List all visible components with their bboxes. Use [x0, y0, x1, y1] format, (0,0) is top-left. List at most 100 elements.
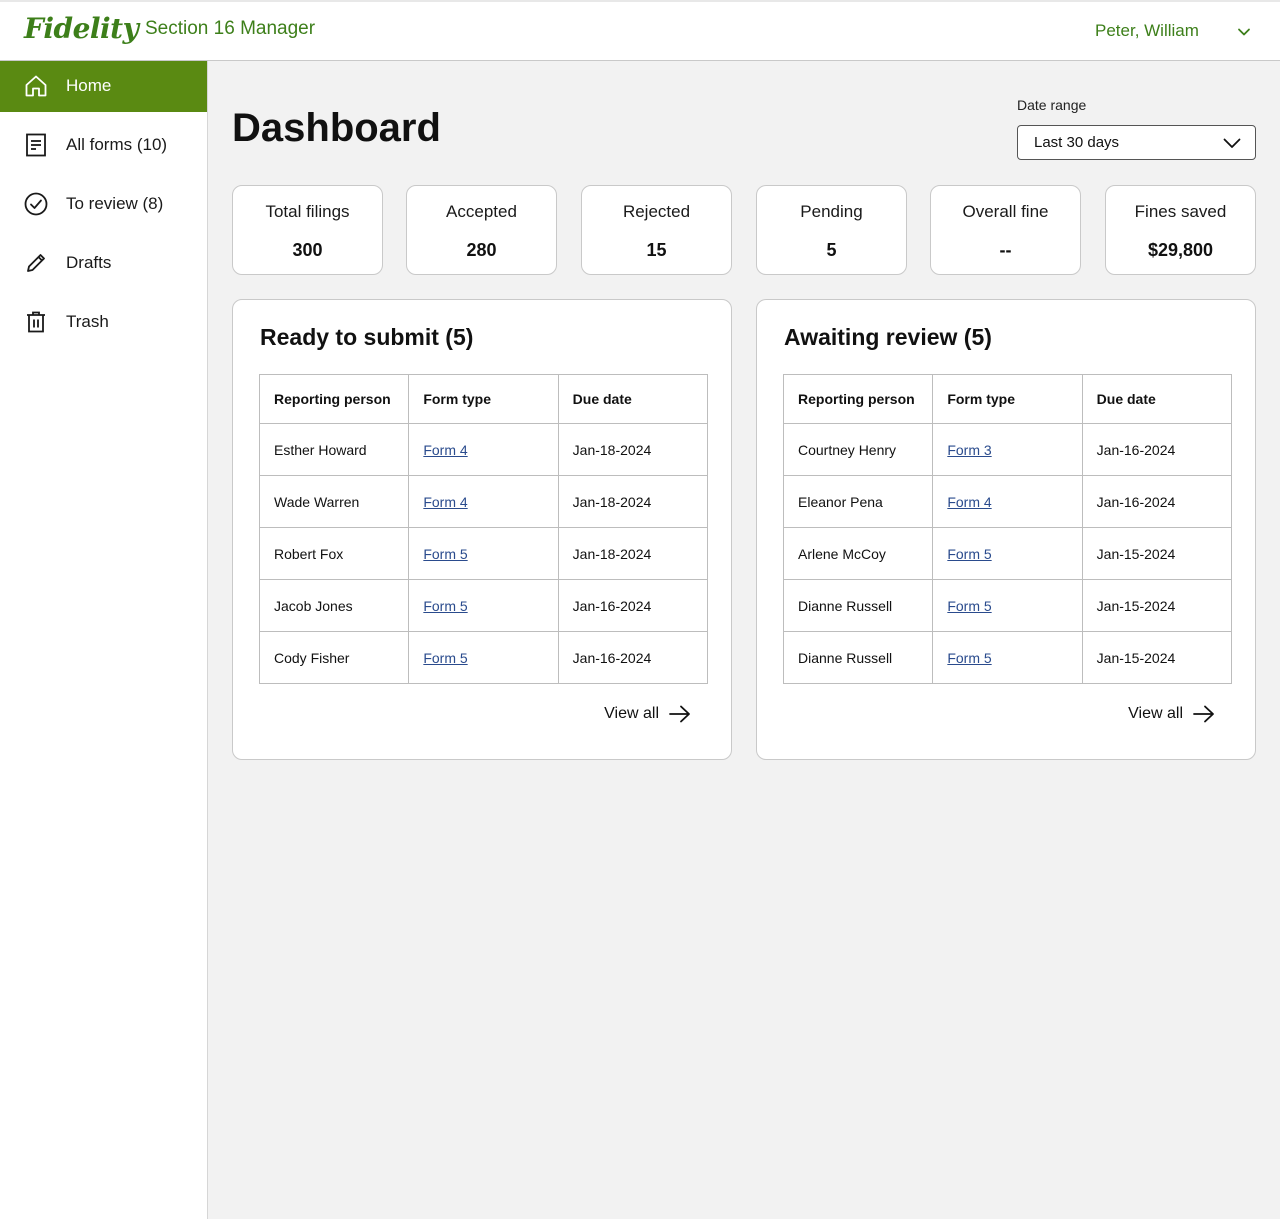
stat-value: 300	[292, 240, 323, 260]
column-header: Form type	[408, 374, 559, 424]
form-link[interactable]: Form 5	[947, 545, 992, 562]
reporting-person-cell: Cody Fisher	[258, 631, 410, 684]
form-type-cell: Form 5	[408, 579, 559, 632]
table-row: Courtney Henry Form 3 Jan-16-2024	[782, 423, 1233, 476]
form-link[interactable]: Form 5	[947, 649, 992, 666]
sidebar-item-to-review[interactable]: To review (8)	[0, 179, 207, 230]
stat-card-total-filings: Total filings 300	[232, 185, 383, 275]
form-type-cell: Form 5	[932, 631, 1083, 684]
stat-label: Overall fine	[962, 202, 1049, 221]
stat-value: --	[999, 240, 1012, 260]
column-header: Due date	[557, 374, 709, 424]
form-type-cell: Form 4	[932, 475, 1083, 528]
panel-title: Awaiting review (5)	[784, 324, 992, 350]
due-date-cell: Jan-16-2024	[557, 579, 709, 632]
sidebar-item-all-forms[interactable]: All forms (10)	[0, 120, 207, 171]
user-name[interactable]: Peter, William	[1095, 21, 1199, 40]
stat-value: $29,800	[1147, 240, 1214, 260]
arrow-right-icon	[669, 705, 690, 723]
table-row: Cody Fisher Form 5 Jan-16-2024	[258, 631, 709, 684]
ready-to-submit-panel: Ready to submit (5) Reporting person For…	[232, 299, 732, 760]
view-all-label: View all	[604, 705, 659, 722]
due-date-cell: Jan-18-2024	[557, 527, 709, 580]
sidebar-item-home[interactable]: Home	[0, 61, 207, 112]
ready-to-submit-table: Reporting person Form type Due date Esth…	[258, 374, 709, 684]
table-row: Jacob Jones Form 5 Jan-16-2024	[258, 579, 709, 632]
sidebar-item-trash[interactable]: Trash	[0, 297, 207, 348]
form-link[interactable]: Form 4	[423, 441, 468, 458]
home-icon	[25, 75, 47, 97]
reporting-person-cell: Eleanor Pena	[782, 475, 934, 528]
due-date-cell: Jan-16-2024	[1081, 423, 1233, 476]
table-row: Esther Howard Form 4 Jan-18-2024	[258, 423, 709, 476]
stat-card-overall-fine: Overall fine --	[930, 185, 1081, 275]
stat-value: 5	[826, 240, 837, 260]
stat-label: Total filings	[265, 202, 350, 221]
page-title: Dashboard	[232, 106, 441, 150]
due-date-cell: Jan-15-2024	[1081, 631, 1233, 684]
stat-card-fines-saved: Fines saved $29,800	[1105, 185, 1256, 275]
view-all-label: View all	[1128, 705, 1183, 722]
sidebar-item-label: All forms (10)	[66, 135, 168, 154]
view-all-link[interactable]: View all	[604, 705, 691, 723]
date-range-select[interactable]: Last 30 days	[1017, 125, 1256, 160]
sidebar: Home All forms (10) To review (8) Drafts	[0, 61, 208, 1219]
stat-value: 15	[646, 240, 667, 260]
sidebar-item-label: To review (8)	[66, 194, 164, 213]
form-link[interactable]: Form 4	[947, 493, 992, 510]
stat-value: 280	[466, 240, 497, 260]
reporting-person-cell: Dianne Russell	[782, 631, 934, 684]
pencil-icon	[27, 254, 45, 272]
stat-label: Rejected	[622, 202, 691, 221]
form-link[interactable]: Form 5	[423, 597, 468, 614]
table-row: Dianne Russell Form 5 Jan-15-2024	[782, 579, 1233, 632]
form-type-cell: Form 4	[408, 423, 559, 476]
reporting-person-cell: Wade Warren	[258, 475, 410, 528]
stat-label: Fines saved	[1134, 202, 1227, 221]
reporting-person-cell: Courtney Henry	[782, 423, 934, 476]
stat-card-rejected: Rejected 15	[581, 185, 732, 275]
table-row: Eleanor Pena Form 4 Jan-16-2024	[782, 475, 1233, 528]
awaiting-review-panel: Awaiting review (5) Reporting person For…	[756, 299, 1256, 760]
sidebar-item-label: Trash	[66, 312, 109, 331]
arrow-right-icon	[1193, 705, 1214, 723]
form-type-cell: Form 5	[932, 527, 1083, 580]
table-header-row: Reporting person Form type Due date	[258, 374, 709, 424]
table-row: Dianne Russell Form 5 Jan-15-2024	[782, 631, 1233, 684]
sidebar-item-drafts[interactable]: Drafts	[0, 238, 207, 289]
form-link[interactable]: Form 5	[423, 545, 468, 562]
date-range-value: Last 30 days	[1034, 134, 1120, 151]
chevron-down-icon[interactable]	[1237, 25, 1251, 39]
document-icon	[26, 133, 46, 157]
reporting-person-cell: Dianne Russell	[782, 579, 934, 632]
table-row: Wade Warren Form 4 Jan-18-2024	[258, 475, 709, 528]
column-header: Due date	[1081, 374, 1233, 424]
form-link[interactable]: Form 5	[947, 597, 992, 614]
fidelity-logo[interactable]: Fidelity	[24, 12, 139, 45]
awaiting-review-table: Reporting person Form type Due date Cour…	[782, 374, 1233, 684]
table-header-row: Reporting person Form type Due date	[782, 374, 1233, 424]
panel-title: Ready to submit (5)	[260, 324, 474, 350]
column-header: Reporting person	[258, 374, 410, 424]
date-range-label: Date range	[1017, 97, 1087, 113]
reporting-person-cell: Arlene McCoy	[782, 527, 934, 580]
due-date-cell: Jan-15-2024	[1081, 527, 1233, 580]
form-type-cell: Form 3	[932, 423, 1083, 476]
top-header: Fidelity Section 16 Manager Peter, Willi…	[0, 0, 1280, 61]
form-type-cell: Form 5	[932, 579, 1083, 632]
view-all-link[interactable]: View all	[1128, 705, 1215, 723]
table-row: Arlene McCoy Form 5 Jan-15-2024	[782, 527, 1233, 580]
form-type-cell: Form 5	[408, 527, 559, 580]
due-date-cell: Jan-18-2024	[557, 423, 709, 476]
stat-label: Pending	[800, 202, 863, 221]
app-title: Section 16 Manager	[145, 18, 316, 39]
form-link[interactable]: Form 5	[423, 649, 468, 666]
chevron-down-icon	[1223, 138, 1241, 148]
column-header: Form type	[932, 374, 1083, 424]
due-date-cell: Jan-15-2024	[1081, 579, 1233, 632]
form-link[interactable]: Form 4	[423, 493, 468, 510]
form-link[interactable]: Form 3	[947, 441, 992, 458]
due-date-cell: Jan-16-2024	[1081, 475, 1233, 528]
table-row: Robert Fox Form 5 Jan-18-2024	[258, 527, 709, 580]
reporting-person-cell: Esther Howard	[258, 423, 410, 476]
